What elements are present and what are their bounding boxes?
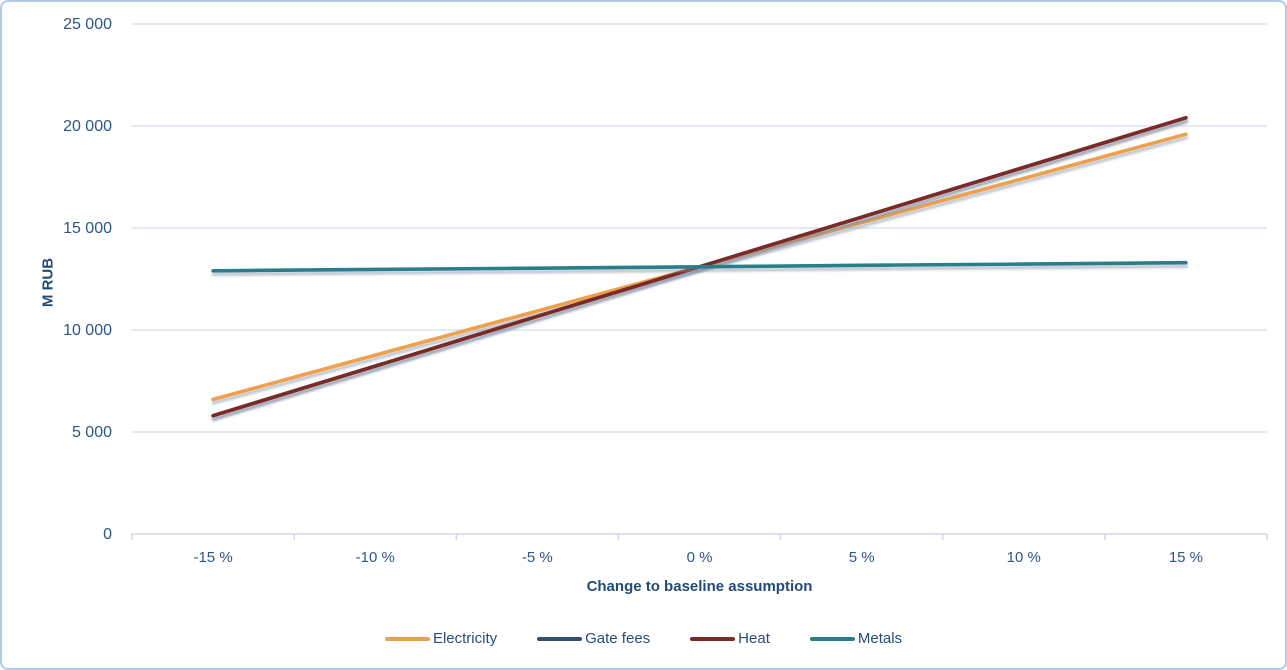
legend-label: Electricity — [432, 630, 498, 647]
x-tick-label: 15 % — [1168, 549, 1204, 566]
y-tick-label: 10 000 — [63, 321, 112, 339]
legend-item-metals: Metals — [809, 630, 903, 647]
legend-item-gate-fees: Gate fees — [537, 630, 650, 647]
legend: Electricity Gate fees Heat Metals — [2, 630, 1285, 647]
y-axis-title: M RUB — [39, 257, 57, 308]
y-tick-label: 0 — [103, 525, 112, 543]
x-tick-label: -10 % — [355, 549, 395, 566]
y-tick-label: 15 000 — [63, 219, 112, 237]
series-line-metals — [211, 260, 1188, 273]
legend-label: Heat — [738, 630, 770, 647]
x-tick-label: 5 % — [848, 549, 875, 566]
x-tick-label: 10 % — [1006, 549, 1041, 566]
x-tick-label: 0 % — [686, 549, 713, 566]
x-tick-label: -5 % — [521, 549, 553, 566]
x-axis-title: Change to baseline assumption — [586, 578, 813, 595]
y-tick-label: 20 000 — [63, 117, 112, 135]
x-tick-label: -15 % — [193, 549, 233, 566]
y-tick-label: 25 000 — [63, 15, 112, 33]
legend-item-heat: Heat — [690, 630, 770, 647]
legend-label: Metals — [857, 630, 903, 647]
legend-item-electricity: Electricity — [384, 630, 498, 647]
legend-swatch-metals — [809, 636, 855, 641]
legend-swatch-gate-fees — [537, 636, 583, 641]
legend-label: Gate fees — [585, 630, 651, 647]
legend-swatch-electricity — [384, 636, 430, 641]
legend-swatch-heat — [690, 636, 736, 641]
y-tick-label: 5 000 — [71, 423, 112, 441]
